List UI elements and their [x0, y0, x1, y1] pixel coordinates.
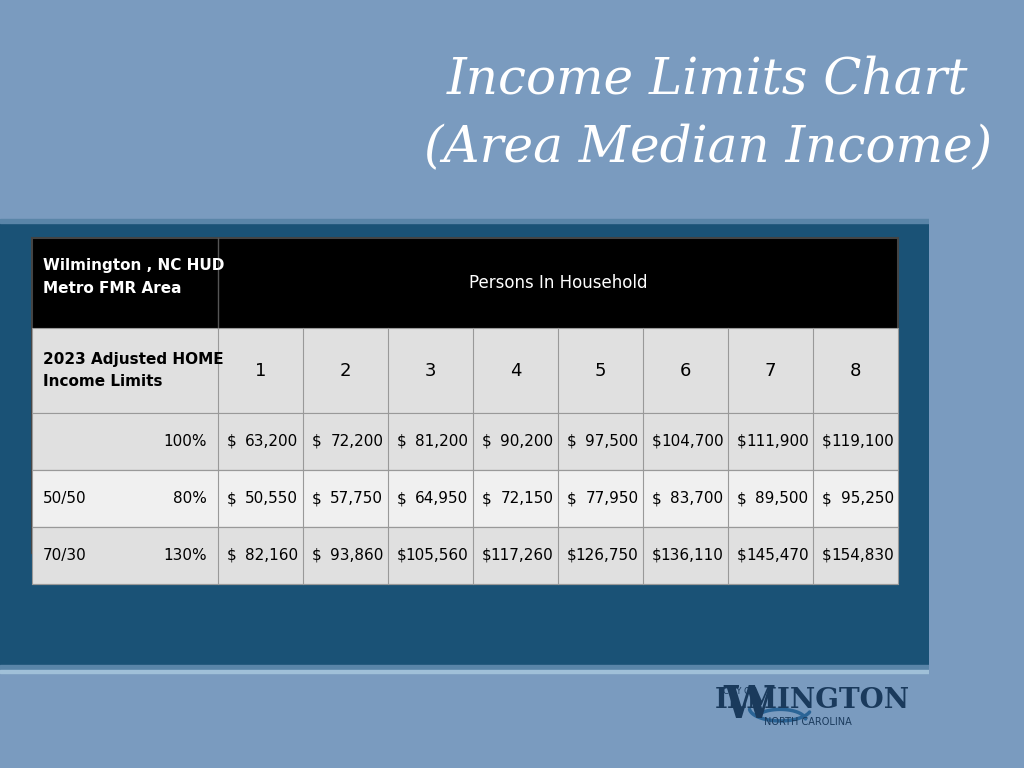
Text: $: $ [482, 491, 492, 506]
Text: CITY OF: CITY OF [723, 687, 756, 697]
Text: 70/30: 70/30 [43, 548, 86, 563]
Text: $: $ [567, 491, 577, 506]
Text: 77,950: 77,950 [586, 491, 639, 506]
Bar [32, 328, 898, 413]
Text: $: $ [312, 491, 322, 506]
Text: 83,700: 83,700 [671, 491, 724, 506]
Text: 82,160: 82,160 [245, 548, 298, 563]
Bar [32, 470, 898, 527]
Text: NORTH CAROLINA: NORTH CAROLINA [764, 717, 851, 727]
Text: $: $ [312, 434, 322, 449]
Text: 72,200: 72,200 [331, 434, 383, 449]
Text: Income Limits Chart: Income Limits Chart [446, 55, 969, 104]
Text: 8: 8 [850, 362, 861, 379]
Text: 6: 6 [680, 362, 691, 379]
Text: 154,830: 154,830 [830, 548, 894, 563]
Bar [0, 668, 929, 768]
Text: 81,200: 81,200 [416, 434, 468, 449]
Text: 130%: 130% [163, 548, 207, 563]
Text: 126,750: 126,750 [575, 548, 639, 563]
Text: ILMINGTON: ILMINGTON [715, 687, 909, 713]
Text: 7: 7 [765, 362, 776, 379]
Text: 5: 5 [595, 362, 606, 379]
Text: 64,950: 64,950 [415, 491, 468, 506]
Text: (Area Median Income): (Area Median Income) [424, 124, 991, 173]
Text: $: $ [652, 548, 662, 563]
Text: 104,700: 104,700 [660, 434, 724, 449]
Text: $: $ [822, 434, 831, 449]
Bar [0, 665, 929, 669]
Text: $: $ [482, 434, 492, 449]
Text: 97,500: 97,500 [586, 434, 639, 449]
Text: 2023 Adjusted HOME
Income Limits: 2023 Adjusted HOME Income Limits [43, 352, 223, 389]
Text: $: $ [397, 491, 407, 506]
Text: 119,100: 119,100 [830, 434, 894, 449]
Text: 93,860: 93,860 [330, 548, 383, 563]
Text: 50/50: 50/50 [43, 491, 86, 506]
Text: $: $ [737, 491, 746, 506]
Text: 4: 4 [510, 362, 521, 379]
Bar [32, 238, 898, 553]
Text: $: $ [567, 434, 577, 449]
Text: $: $ [567, 548, 577, 563]
Text: $: $ [652, 434, 662, 449]
Text: $: $ [226, 434, 237, 449]
Text: W: W [724, 684, 773, 727]
Text: 3: 3 [425, 362, 436, 379]
Text: 89,500: 89,500 [756, 491, 809, 506]
Text: 145,470: 145,470 [745, 548, 809, 563]
Text: 105,560: 105,560 [406, 548, 468, 563]
Text: $: $ [312, 548, 322, 563]
Text: 50,550: 50,550 [246, 491, 298, 506]
Text: 2: 2 [340, 362, 351, 379]
Bar [0, 219, 929, 223]
Text: $: $ [822, 491, 831, 506]
Text: $: $ [737, 434, 746, 449]
Text: $: $ [737, 548, 746, 563]
Text: 57,750: 57,750 [331, 491, 383, 506]
Text: 1: 1 [255, 362, 266, 379]
Text: Persons In Household: Persons In Household [469, 274, 647, 292]
Text: 100%: 100% [164, 434, 207, 449]
Text: 72,150: 72,150 [501, 491, 553, 506]
Text: 117,260: 117,260 [490, 548, 553, 563]
Text: $: $ [652, 491, 662, 506]
Text: $: $ [226, 548, 237, 563]
Text: Wilmington , NC HUD
Metro FMR Area: Wilmington , NC HUD Metro FMR Area [43, 258, 224, 296]
Text: $: $ [397, 434, 407, 449]
Text: 80%: 80% [173, 491, 207, 506]
Text: $: $ [482, 548, 492, 563]
Text: $: $ [397, 548, 407, 563]
Bar [0, 220, 929, 668]
Text: 136,110: 136,110 [660, 548, 724, 563]
Text: 111,900: 111,900 [745, 434, 809, 449]
Bar [0, 670, 929, 673]
Bar [32, 413, 898, 470]
Bar [0, 0, 929, 220]
Text: 95,250: 95,250 [841, 491, 894, 506]
Text: 63,200: 63,200 [245, 434, 298, 449]
Text: $: $ [822, 548, 831, 563]
Bar [32, 527, 898, 584]
Text: 90,200: 90,200 [501, 434, 553, 449]
Text: $: $ [226, 491, 237, 506]
